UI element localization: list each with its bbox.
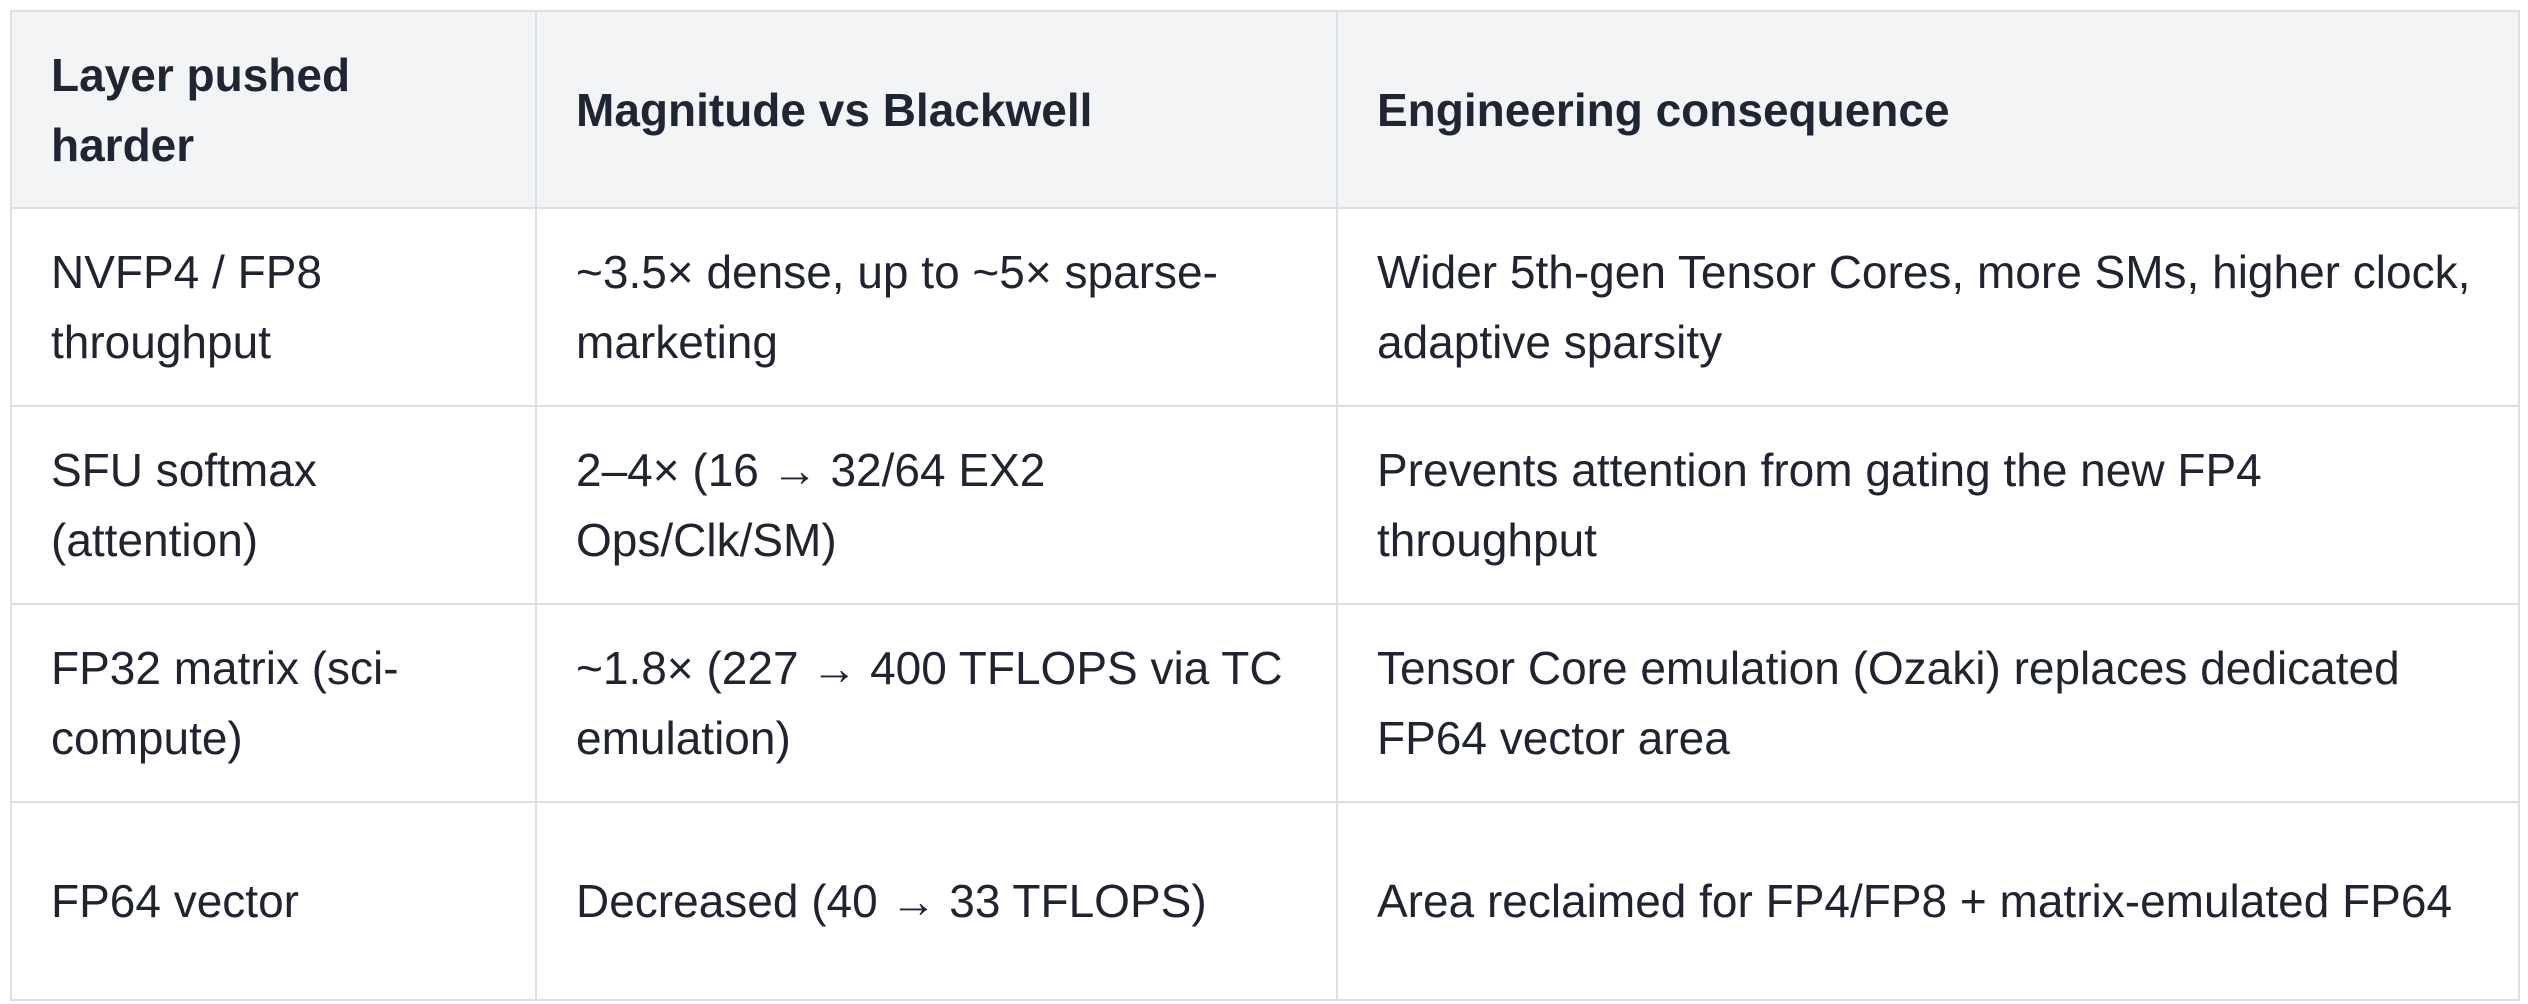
table-row: FP32 matrix (sci-compute) ~1.8× (227 → 40… <box>10 603 2520 803</box>
table-cell: ~1.8× (227 → 400 TFLOPS via TC emulation… <box>535 603 1338 803</box>
table-cell: Prevents attention from gating the new F… <box>1336 405 2520 605</box>
header-cell: Layer pushed harder <box>10 10 537 209</box>
table-cell: ~3.5× dense, up to ~5× sparse-marketing <box>535 207 1338 407</box>
table-cell: Area reclaimed for FP4/FP8 + matrix-emul… <box>1336 801 2520 1001</box>
header-cell: Engineering consequence <box>1336 10 2520 209</box>
table-cell: 2–4× (16 → 32/64 EX2 Ops/Clk/SM) <box>535 405 1338 605</box>
header-row: Layer pushed harder Magnitude vs Blackwel… <box>10 10 2520 209</box>
header-cell: Magnitude vs Blackwell <box>535 10 1338 209</box>
table-row: NVFP4 / FP8 throughput ~3.5× dense, up to… <box>10 207 2520 407</box>
table-cell: Decreased (40 → 33 TFLOPS) <box>535 801 1338 1001</box>
table-cell: Tensor Core emulation (Ozaki) replaces d… <box>1336 603 2520 803</box>
table-cell: FP64 vector <box>10 801 537 1001</box>
data-table: Layer pushed harder Magnitude vs Blackwel… <box>10 10 2520 1001</box>
table-cell: SFU softmax (attention) <box>10 405 537 605</box>
table-row: FP64 vector Decreased (40 → 33 TFLOPS) Are… <box>10 801 2520 1001</box>
table-cell: Wider 5th-gen Tensor Cores, more SMs, hi… <box>1336 207 2520 407</box>
table-cell: FP32 matrix (sci-compute) <box>10 603 537 803</box>
table-row: SFU softmax (attention) 2–4× (16 → 32/64 … <box>10 405 2520 605</box>
table-cell: NVFP4 / FP8 throughput <box>10 207 537 407</box>
